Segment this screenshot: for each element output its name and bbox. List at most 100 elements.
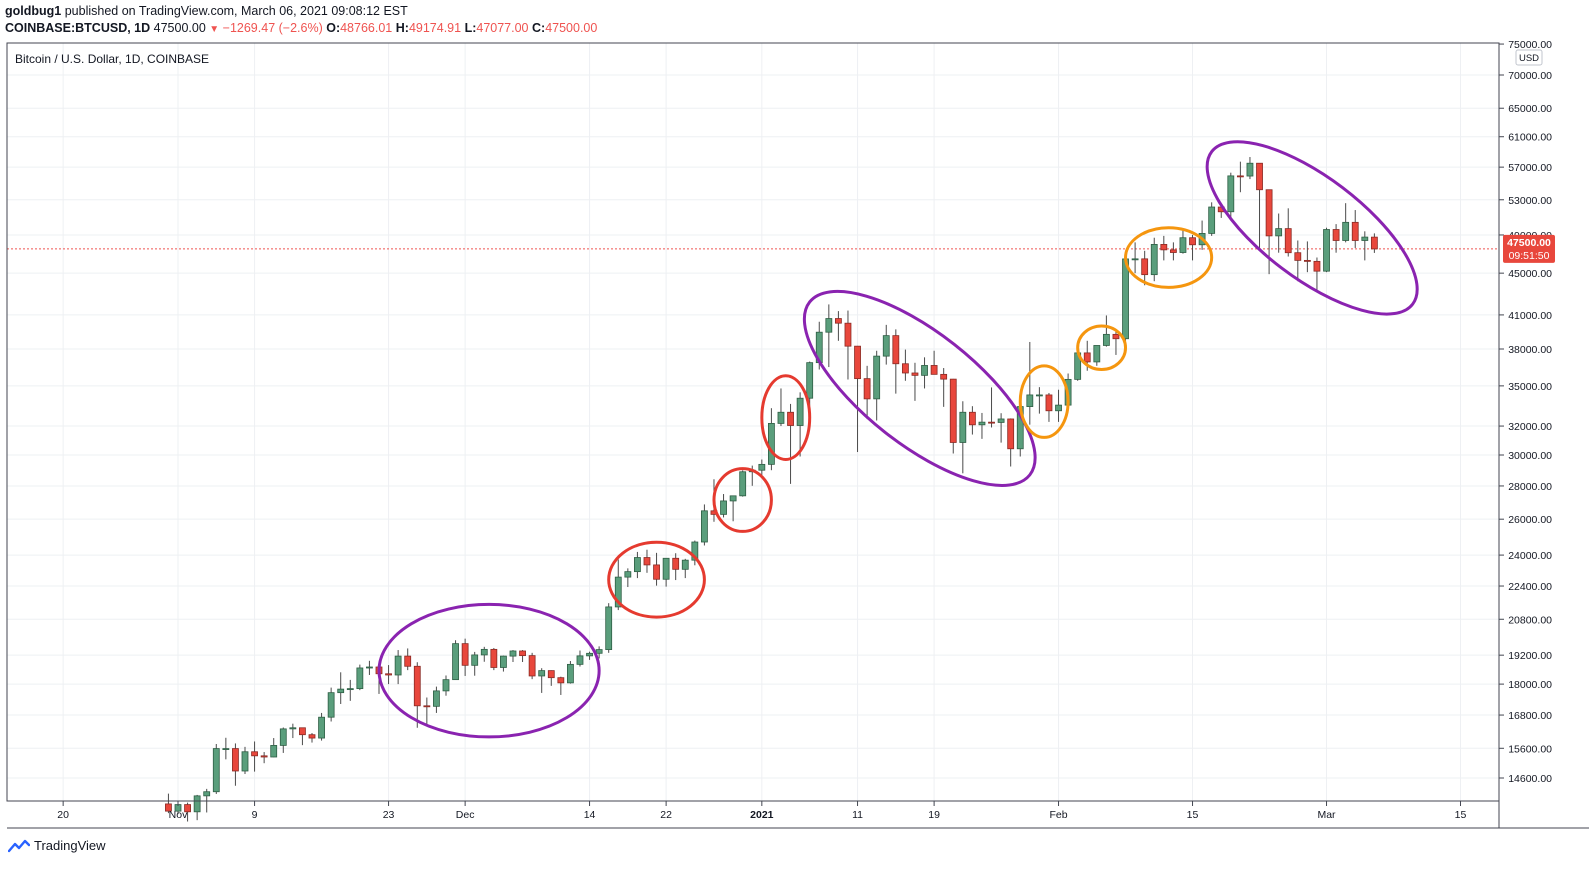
candle-body [1169,249,1177,253]
candle [1303,241,1311,273]
candle-body [1102,333,1110,346]
candle-body [1122,258,1129,340]
candle [1026,341,1034,425]
candle-body [327,692,335,718]
candle-body [586,652,593,657]
candle [586,651,593,660]
price-tick-label: 41000.00 [1508,310,1552,322]
price-tick-label: 57000.00 [1508,162,1552,174]
candle [1179,228,1187,254]
low-label: L: [464,21,477,35]
candle-body [270,745,278,758]
candle [1189,234,1196,261]
candle-body [567,663,574,684]
candle-body [1275,228,1283,237]
candle [433,686,440,713]
candle-body [1342,221,1350,241]
candle-body [1370,236,1378,250]
price-tick-label: 14600.00 [1508,773,1552,785]
candle [1361,231,1369,261]
candle-body [1361,236,1369,241]
candle [825,304,833,368]
candle [595,646,603,659]
candle [165,793,172,814]
candle [605,603,613,653]
candle-body [461,643,469,666]
candle [1236,161,1244,193]
chart-title: Bitcoin / U.S. Dollar, 1D, COINBASE [15,52,209,66]
price-tick-label: 35000.00 [1508,381,1552,393]
candle-body [232,748,239,772]
candle-body [241,751,249,772]
candle-body [500,655,507,668]
candle [624,568,632,588]
candle [1150,237,1158,282]
candle [1102,315,1110,347]
footer-brand[interactable]: TradingView [34,838,106,853]
candle [1370,233,1378,253]
candle-body [787,411,794,426]
candle [777,388,785,427]
currency-badge[interactable] [1515,49,1543,66]
candle-body [873,355,881,400]
last-price: 47500.00 [153,21,206,35]
price-change: −1269.47 (−2.6%) [222,21,323,35]
candle-body [308,734,316,739]
close-label: C: [532,21,546,35]
tradingview-logo-icon [8,839,30,852]
candle-body [423,705,431,708]
candle [863,365,871,420]
candle [892,329,900,394]
candle-body [279,728,287,746]
publisher-name[interactable]: goldbug1 [5,4,62,18]
candle [921,357,928,389]
candle [519,650,526,662]
price-axis[interactable]: 75000.00 70000.00 65000.00 61000.00 57000.00… [1499,39,1552,785]
candle-body [1351,221,1359,241]
candle [576,650,584,667]
candle-body [672,557,680,570]
price-tick-label: 45000.00 [1508,268,1552,280]
candle-body [921,365,928,376]
candle-body [653,564,660,580]
down-triangle-icon: ▼ [209,24,220,35]
annotation-ellipse-orange [1076,324,1128,372]
candle-body [854,345,861,380]
time-axis[interactable]: 20 Nov 9 23 Dec 14 22 2021 11 19 Feb 15 Mar 15 [57,801,1467,821]
candle-body [547,670,555,679]
candle [854,345,861,453]
candle-body [1189,237,1196,246]
time-tick-label: 20 [57,809,69,821]
low-value: 47077.00 [476,21,529,35]
price-tick-label: 32000.00 [1508,421,1552,433]
candle-body [528,655,536,677]
time-tick-label: 23 [383,809,395,821]
candle [949,378,957,454]
candle [643,549,651,573]
candle-body [997,418,1005,423]
candle-body [1227,175,1235,213]
candle-body [576,655,584,665]
price-tick-label: 30000.00 [1508,450,1552,462]
candle [567,661,574,684]
candle [337,672,345,704]
price-tick-label: 65000.00 [1508,103,1552,115]
candle-body [251,751,258,757]
candle-body [863,378,871,400]
candle [260,752,268,764]
candle-body [940,373,948,380]
candle-body [385,673,392,676]
candle [308,733,316,743]
annotation-ellipse-purple [802,289,1037,487]
candle-body [337,688,345,694]
candle-body [1246,162,1254,177]
published-text: published on TradingView.com, March 06, … [64,4,408,18]
candle [480,646,488,662]
candle-body [222,748,230,750]
price-tick-label: 16800.00 [1508,710,1552,722]
candle [1208,202,1216,236]
annotation-ellipse-red [607,540,706,619]
price-tick-label: 38000.00 [1508,344,1552,356]
price-tick-label: 75000.00 [1508,39,1552,51]
